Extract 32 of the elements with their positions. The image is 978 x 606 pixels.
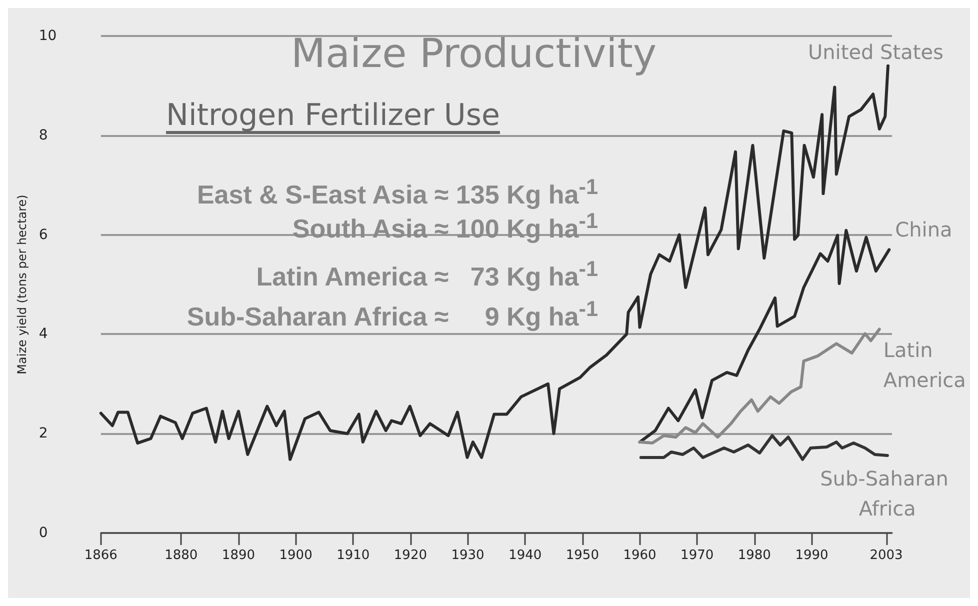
x-tick-label: 1920 xyxy=(394,548,428,563)
x-tick-label: 1960 xyxy=(623,548,656,563)
line-series xyxy=(638,328,881,445)
line-series xyxy=(639,434,889,461)
annotation: Latin America ≈ 73 Kg ha$^{-1}$ xyxy=(256,255,598,293)
y-tick-label: 6 xyxy=(38,226,48,243)
y-tick-label: 4 xyxy=(38,326,48,342)
series-label: United States xyxy=(808,40,944,64)
x-tick-label: 1910 xyxy=(336,548,370,563)
x-tick-label: 1950 xyxy=(566,548,599,563)
series-label: Latin America xyxy=(883,338,966,392)
text: Nitrogen Fertilizer Use xyxy=(166,98,500,133)
x-tick-label: 1890 xyxy=(222,548,256,563)
x-tick-label: 1930 xyxy=(451,548,484,563)
y-tick-label: 8 xyxy=(38,127,48,144)
y-tick-label: 2 xyxy=(38,426,48,442)
x-tick-label: 1980 xyxy=(738,548,771,563)
series-label: Sub-Saharan Africa xyxy=(820,466,955,520)
x-tick-label: 1880 xyxy=(164,548,198,563)
x-tick-label: 1970 xyxy=(680,548,714,563)
y-tick-label: 0 xyxy=(38,525,48,541)
chart-title: Maize Productivity xyxy=(291,31,657,77)
x-tick-label: 1900 xyxy=(279,548,312,563)
y-tick-label: 10 xyxy=(38,28,57,44)
annotation: Sub-Saharan Africa ≈ 9 Kg ha$^{-1}$ xyxy=(186,295,598,333)
x-tick-label: 1940 xyxy=(508,548,542,563)
x-tick-label: 2003 xyxy=(870,548,903,563)
series-label: China xyxy=(895,218,952,242)
annotation: East & S-East Asia ≈ 135 Kg ha$^{-1}$ xyxy=(196,173,598,211)
y-axis-title: Maize yield (tons per hectare) xyxy=(15,194,29,374)
x-tick-label: 1990 xyxy=(795,548,828,563)
x-tick-label: 1866 xyxy=(84,548,118,563)
